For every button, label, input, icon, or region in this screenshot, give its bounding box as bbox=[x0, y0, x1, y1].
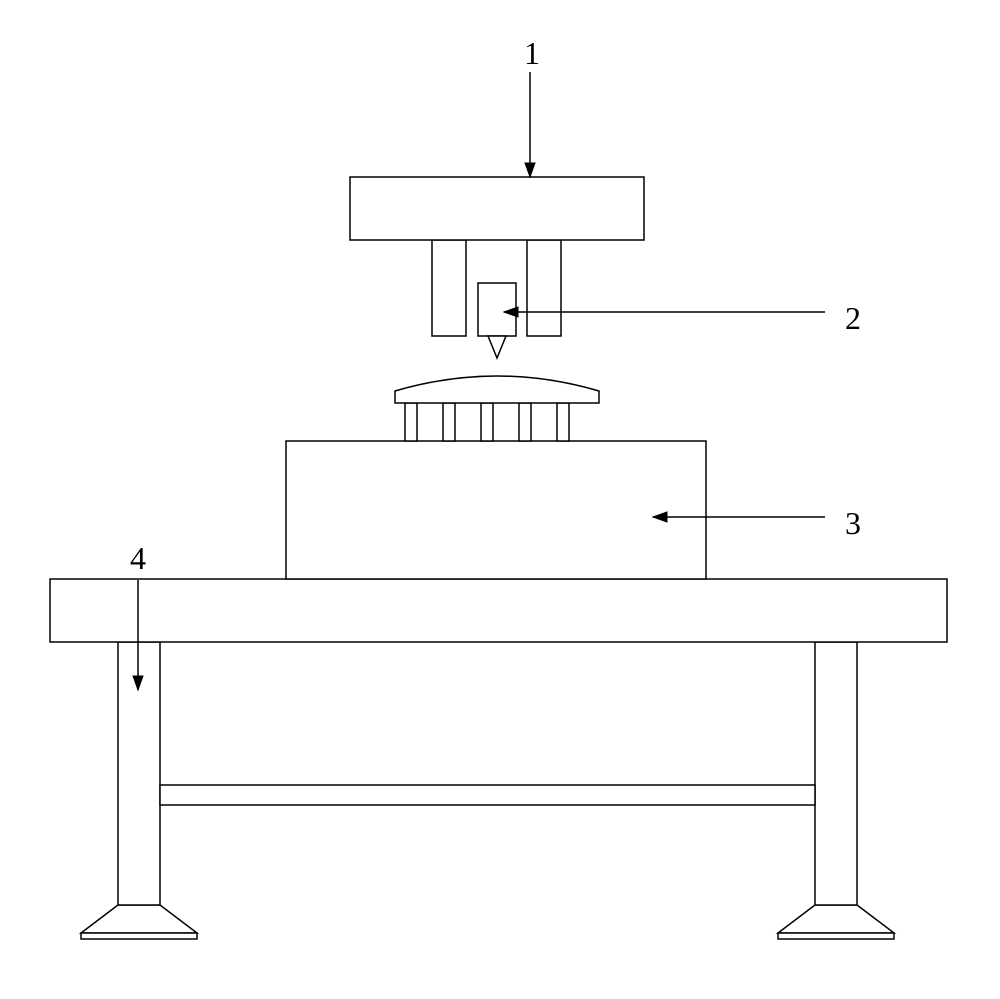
right-column bbox=[527, 240, 561, 336]
diagram-svg bbox=[0, 0, 1000, 994]
crossbar bbox=[160, 785, 815, 805]
work-block bbox=[286, 441, 706, 579]
right-foot-base bbox=[778, 933, 894, 939]
clamp-leg-4 bbox=[557, 403, 569, 441]
right-leg bbox=[815, 642, 857, 905]
table-top bbox=[50, 579, 947, 642]
label-3: 3 bbox=[845, 505, 861, 542]
top-block bbox=[350, 177, 644, 240]
clamp-leg-0 bbox=[405, 403, 417, 441]
clamp-leg-3 bbox=[519, 403, 531, 441]
left-foot-trapezoid bbox=[81, 905, 197, 933]
label-1: 1 bbox=[524, 35, 540, 72]
tool-tip bbox=[488, 336, 506, 358]
left-column bbox=[432, 240, 466, 336]
label-4: 4 bbox=[130, 540, 146, 577]
clamp-leg-1 bbox=[443, 403, 455, 441]
arrow-head bbox=[525, 163, 535, 177]
clamp-leg-2 bbox=[481, 403, 493, 441]
label-2: 2 bbox=[845, 300, 861, 337]
arc-plate bbox=[395, 376, 599, 403]
left-foot-base bbox=[81, 933, 197, 939]
engineering-diagram: 1 2 3 4 bbox=[0, 0, 1000, 994]
right-foot-trapezoid bbox=[778, 905, 894, 933]
